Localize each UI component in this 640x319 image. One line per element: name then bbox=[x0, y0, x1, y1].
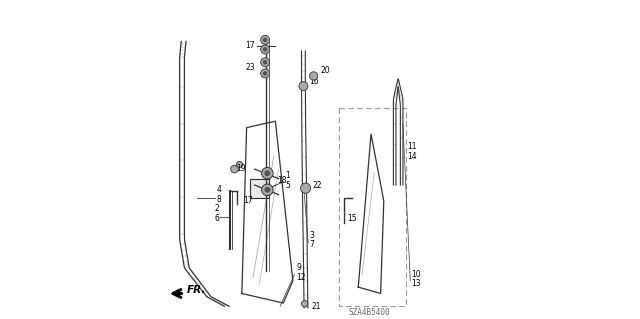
Text: 18: 18 bbox=[277, 176, 287, 185]
Text: 10
13: 10 13 bbox=[412, 270, 421, 288]
Circle shape bbox=[260, 45, 269, 54]
Circle shape bbox=[264, 48, 267, 51]
Text: SZA4B5400: SZA4B5400 bbox=[349, 308, 390, 317]
Circle shape bbox=[262, 184, 273, 196]
Circle shape bbox=[265, 188, 269, 192]
Text: 16: 16 bbox=[309, 77, 319, 86]
Circle shape bbox=[260, 69, 269, 78]
Circle shape bbox=[264, 38, 267, 41]
Circle shape bbox=[236, 161, 243, 168]
Bar bbox=[339, 108, 406, 306]
Text: 19: 19 bbox=[236, 164, 246, 173]
Circle shape bbox=[265, 171, 269, 175]
Circle shape bbox=[260, 35, 269, 44]
Text: 2
6: 2 6 bbox=[214, 204, 220, 223]
Text: 17: 17 bbox=[246, 41, 255, 50]
Circle shape bbox=[264, 72, 267, 75]
Text: 23: 23 bbox=[246, 63, 255, 72]
Text: 9
12: 9 12 bbox=[296, 263, 305, 282]
Text: 1
5: 1 5 bbox=[285, 171, 290, 189]
Circle shape bbox=[301, 183, 311, 193]
Text: 21: 21 bbox=[311, 302, 321, 311]
Text: 20: 20 bbox=[321, 66, 330, 75]
Text: 22: 22 bbox=[313, 181, 322, 189]
Text: 11
14: 11 14 bbox=[407, 142, 417, 161]
Circle shape bbox=[230, 165, 238, 173]
Circle shape bbox=[262, 167, 273, 179]
Text: 17: 17 bbox=[243, 196, 253, 204]
Text: 3
7: 3 7 bbox=[310, 231, 315, 249]
Circle shape bbox=[301, 300, 308, 307]
Text: 15: 15 bbox=[347, 214, 356, 223]
Text: FR.: FR. bbox=[187, 285, 206, 295]
Text: 4
8: 4 8 bbox=[216, 185, 221, 204]
Circle shape bbox=[299, 82, 308, 91]
Circle shape bbox=[310, 72, 318, 80]
Circle shape bbox=[264, 61, 267, 64]
Circle shape bbox=[260, 58, 269, 67]
Polygon shape bbox=[250, 179, 269, 198]
